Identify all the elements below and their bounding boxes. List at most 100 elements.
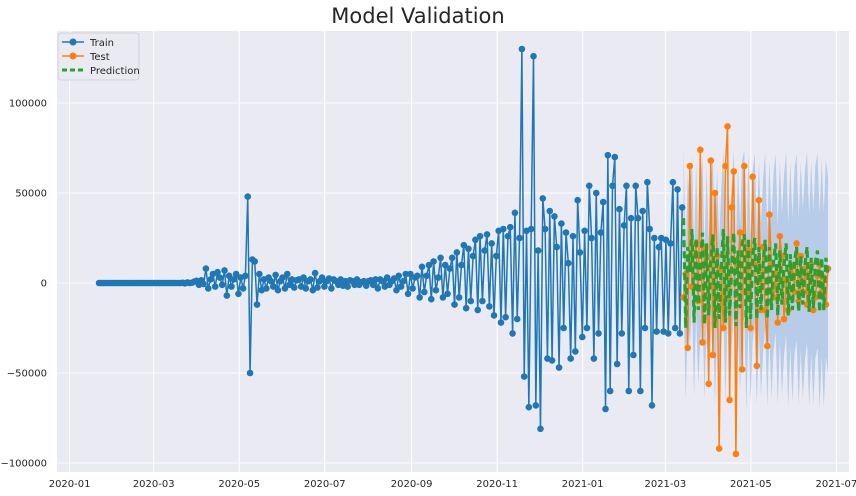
- train-point: [553, 243, 561, 251]
- train-point: [546, 207, 554, 215]
- test-point: [738, 366, 746, 373]
- train-point: [637, 387, 644, 395]
- train-point: [409, 285, 416, 292]
- train-point: [539, 195, 547, 202]
- train-point: [671, 324, 679, 332]
- train-point: [488, 240, 495, 247]
- train-point: [486, 303, 493, 310]
- train-point: [497, 319, 505, 326]
- test-point: [686, 162, 694, 170]
- train-point: [374, 285, 382, 292]
- train-point: [307, 276, 314, 283]
- test-point: [747, 324, 754, 332]
- train-point: [302, 285, 310, 292]
- train-point: [572, 348, 579, 355]
- train-point: [664, 330, 672, 337]
- train-point: [602, 405, 609, 413]
- train-point: [620, 222, 628, 229]
- train-point: [404, 290, 412, 298]
- legend: Train Test Prediction: [57, 32, 140, 81]
- train-point: [585, 182, 593, 190]
- train-point: [314, 284, 321, 291]
- train-point: [251, 258, 259, 265]
- train-point: [469, 252, 477, 260]
- train-point: [560, 324, 568, 332]
- train-point: [562, 229, 570, 236]
- y-tick-label: 50000: [15, 189, 47, 200]
- train-point: [641, 324, 649, 332]
- train-point: [279, 274, 286, 281]
- train-point: [427, 295, 435, 303]
- train-point: [499, 225, 507, 233]
- train-point: [627, 214, 635, 222]
- train-point: [599, 198, 607, 206]
- y-tick-label: −100000: [0, 459, 47, 470]
- y-tick-labels: −100000 −50000 0 50000 100000: [0, 99, 47, 470]
- train-point: [421, 288, 428, 296]
- train-point: [281, 285, 289, 292]
- train-point: [437, 254, 444, 262]
- train-point: [453, 249, 461, 256]
- train-point: [311, 269, 319, 277]
- train-point: [441, 261, 449, 269]
- train-point: [595, 330, 602, 337]
- train-point: [467, 297, 475, 305]
- legend-train-marker: [69, 38, 77, 46]
- train-point: [204, 285, 212, 292]
- train-point: [202, 265, 210, 272]
- legend-box: [57, 32, 140, 81]
- x-tick-labels: 2020-01 2020-03 2020-05 2020-07 2020-09 2020-…: [49, 479, 856, 490]
- x-tick-label: 2020-11: [476, 479, 518, 490]
- train-point: [344, 283, 351, 290]
- test-point: [711, 189, 719, 197]
- train-point: [537, 425, 544, 433]
- train-point: [393, 286, 400, 294]
- train-point: [504, 232, 512, 240]
- test-point: [732, 450, 740, 458]
- test-point: [766, 211, 773, 218]
- train-point: [606, 387, 614, 395]
- train-point: [272, 271, 279, 279]
- train-point: [502, 313, 509, 321]
- legend-train-label: Train: [89, 38, 114, 49]
- train-point: [597, 229, 605, 236]
- train-point: [513, 315, 521, 323]
- train-point: [548, 357, 556, 364]
- y-tick-label: 100000: [9, 99, 47, 110]
- test-point: [726, 396, 733, 404]
- train-point: [400, 277, 407, 285]
- train-point: [662, 236, 670, 244]
- train-point: [646, 225, 653, 233]
- train-point: [407, 270, 414, 278]
- train-point: [256, 270, 263, 278]
- test-point: [720, 324, 727, 332]
- test-point: [755, 196, 763, 204]
- train-point: [267, 277, 275, 285]
- train-point: [460, 241, 468, 249]
- train-point: [490, 312, 498, 319]
- train-point: [669, 178, 677, 186]
- train-point: [425, 261, 433, 269]
- prediction-series: [681, 218, 830, 329]
- x-tick-label: 2021-05: [730, 479, 772, 490]
- train-point: [283, 270, 291, 278]
- train-point: [667, 240, 674, 247]
- train-point: [588, 234, 595, 242]
- x-tick-label: 2020-01: [49, 479, 91, 490]
- train-point: [230, 276, 238, 283]
- train-point: [418, 263, 426, 271]
- train-point: [655, 243, 663, 251]
- train-point: [551, 213, 558, 220]
- train-point: [630, 351, 637, 359]
- test-point: [684, 344, 692, 352]
- train-point: [565, 259, 572, 267]
- y-tick-label: −50000: [7, 369, 47, 380]
- train-point: [474, 306, 482, 314]
- train-point: [379, 277, 386, 285]
- test-point: [722, 162, 729, 170]
- train-point: [300, 274, 307, 281]
- test-point: [715, 445, 723, 452]
- train-point: [253, 301, 261, 308]
- train-point: [244, 193, 252, 200]
